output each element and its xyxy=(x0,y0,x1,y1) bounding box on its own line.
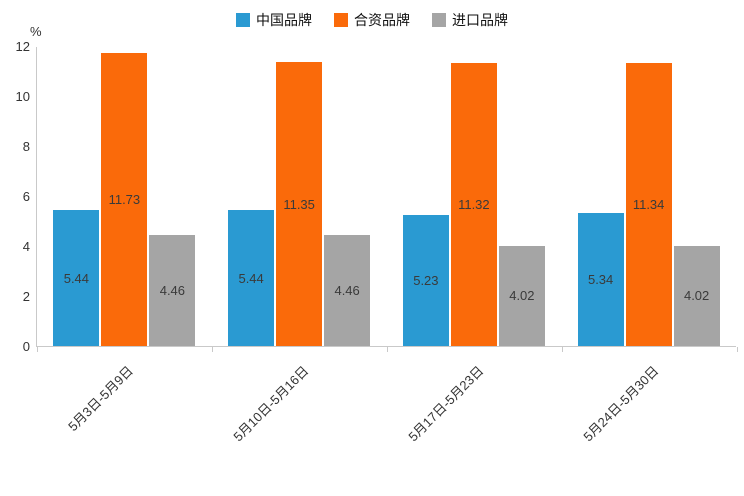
y-tick-label: 4 xyxy=(22,239,30,254)
bar-value-label: 5.34 xyxy=(587,271,614,287)
bar-groups: 5.44 11.73 4.46 5.44 11.35 4.46 5.23 11.32 4.02 5… xyxy=(37,47,736,346)
bar: 5.44 xyxy=(228,210,275,346)
y-tick-label: 2 xyxy=(22,289,30,304)
bar: 4.46 xyxy=(324,234,371,346)
y-tick-label: 6 xyxy=(22,189,30,204)
y-tick-label: 10 xyxy=(15,89,30,104)
x-tick-mark xyxy=(212,347,213,352)
y-axis-unit-label: % xyxy=(30,24,42,39)
legend-item-china-brand[interactable]: 中国品牌 xyxy=(236,10,312,30)
bar: 11.35 xyxy=(276,62,323,346)
bar: 5.34 xyxy=(577,212,624,346)
y-tick-label: 0 xyxy=(22,339,30,354)
bar: 4.46 xyxy=(149,234,196,346)
x-tick-mark xyxy=(562,347,563,352)
bar-value-label: 5.44 xyxy=(238,270,264,286)
bar-value-label: 4.02 xyxy=(509,288,535,304)
legend-swatch-icon xyxy=(334,13,348,27)
x-category-label: 5月3日-5月9日 xyxy=(65,363,137,435)
bar: 11.73 xyxy=(101,52,148,346)
bar-group: 5.44 11.35 4.46 xyxy=(212,47,387,346)
bar: 11.34 xyxy=(625,62,672,346)
legend-swatch-icon xyxy=(432,13,446,27)
x-tick-mark xyxy=(37,347,38,352)
legend-item-import-brand[interactable]: 进口品牌 xyxy=(432,10,508,30)
bar: 5.23 xyxy=(402,215,449,346)
legend-label: 进口品牌 xyxy=(452,12,508,28)
legend-swatch-icon xyxy=(236,13,250,27)
bar-group: 5.44 11.73 4.46 xyxy=(37,47,212,346)
bar: 11.32 xyxy=(450,63,497,346)
plot-area: 5.44 11.73 4.46 5.44 11.35 4.46 5.23 11.32 4.02 5… xyxy=(36,47,738,444)
x-category-label: 5月10日-5月16日 xyxy=(230,363,312,445)
bar-value-label: 11.32 xyxy=(458,197,490,212)
bar-value-label: 5.23 xyxy=(413,273,439,289)
bar-value-label: 4.02 xyxy=(683,288,710,304)
x-axis-tick-marks xyxy=(37,347,738,353)
y-tick-label: 8 xyxy=(22,139,30,154)
bar-value-label: 11.35 xyxy=(283,196,315,212)
x-category-label: 5月24日-5月30日 xyxy=(580,363,662,445)
bar-group: 5.23 11.32 4.02 xyxy=(387,47,562,346)
bar-value-label: 11.34 xyxy=(632,196,665,212)
bar: 5.44 xyxy=(53,210,100,346)
legend-label: 合资品牌 xyxy=(354,12,410,28)
legend-label: 中国品牌 xyxy=(256,12,312,28)
bar-group: 5.34 11.34 4.02 xyxy=(561,47,736,346)
bar: 4.02 xyxy=(673,245,720,346)
bar-value-label: 4.46 xyxy=(334,282,360,298)
y-axis-labels: 0 2 4 6 8 10 12 xyxy=(0,39,30,354)
legend: 中国品牌 合资品牌 进口品牌 xyxy=(0,10,744,30)
y-tick-label: 12 xyxy=(15,39,30,54)
x-axis-labels: 5月3日-5月9日 5月10日-5月16日 5月17日-5月23日 5月24日-5月3… xyxy=(37,347,736,496)
bar-value-label: 11.73 xyxy=(108,191,141,207)
x-tick-mark xyxy=(387,347,388,352)
bar-value-label: 5.44 xyxy=(63,270,90,286)
x-tick-mark xyxy=(737,347,738,352)
legend-item-joint-venture-brand[interactable]: 合资品牌 xyxy=(334,10,410,30)
bar: 4.02 xyxy=(498,245,545,346)
bar-value-label: 4.46 xyxy=(159,282,186,298)
x-category-label: 5月17日-5月23日 xyxy=(405,363,487,445)
